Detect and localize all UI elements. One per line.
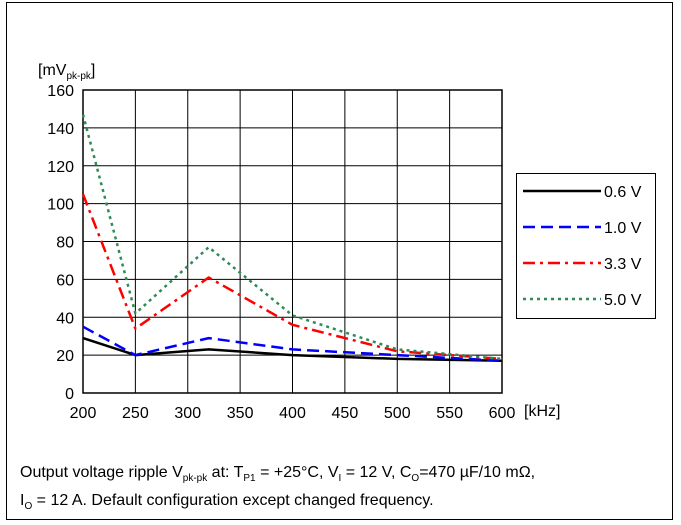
y-tick-label: 140 — [47, 121, 74, 138]
x-tick-label: 200 — [70, 405, 97, 422]
legend-label: 5.0 V — [604, 292, 642, 309]
y-axis-label: [mVpk-pk] — [38, 62, 95, 82]
grid — [82, 89, 503, 394]
y-tick-label: 0 — [65, 386, 74, 403]
x-tick-label: 450 — [332, 405, 359, 422]
legend-label: 1.0 V — [604, 220, 642, 237]
y-tick-label: 100 — [47, 197, 74, 214]
plot-area-border — [82, 89, 503, 394]
tick-labels: 0 20 40 60 80 100 120 140 160 200 250 300 350 400 450 5… — [47, 83, 515, 422]
x-tick-label: 550 — [436, 405, 463, 422]
legend-label: 0.6 V — [604, 184, 642, 201]
y-tick-label: 160 — [47, 83, 74, 100]
x-tick-label: 600 — [489, 405, 516, 422]
x-tick-label: 500 — [384, 405, 411, 422]
legend: 0.6 V 1.0 V 3.3 V 5.0 V — [516, 173, 656, 319]
legend-label: 3.3 V — [604, 256, 642, 273]
series-line — [82, 336, 503, 363]
y-tick-label: 120 — [47, 159, 74, 176]
x-tick-label: 350 — [227, 405, 254, 422]
x-axis-label: [kHz] — [524, 403, 560, 420]
y-tick-label: 80 — [56, 235, 74, 252]
x-tick-label: 400 — [279, 405, 306, 422]
figure-caption: Output voltage ripple Vpk-pk at: TP1 = +… — [20, 464, 536, 513]
series-line — [81, 193, 503, 361]
x-tick-label: 250 — [122, 405, 149, 422]
axes — [82, 89, 503, 394]
y-tick-label: 40 — [56, 310, 74, 327]
figure-frame — [6, 2, 673, 520]
x-tick-label: 300 — [174, 405, 201, 422]
legend-entries: 0.6 V 1.0 V 3.3 V 5.0 V — [523, 184, 642, 309]
y-tick-label: 60 — [56, 272, 74, 289]
series-lines — [81, 114, 503, 363]
series-line — [81, 114, 503, 361]
y-tick-label: 20 — [56, 348, 74, 365]
